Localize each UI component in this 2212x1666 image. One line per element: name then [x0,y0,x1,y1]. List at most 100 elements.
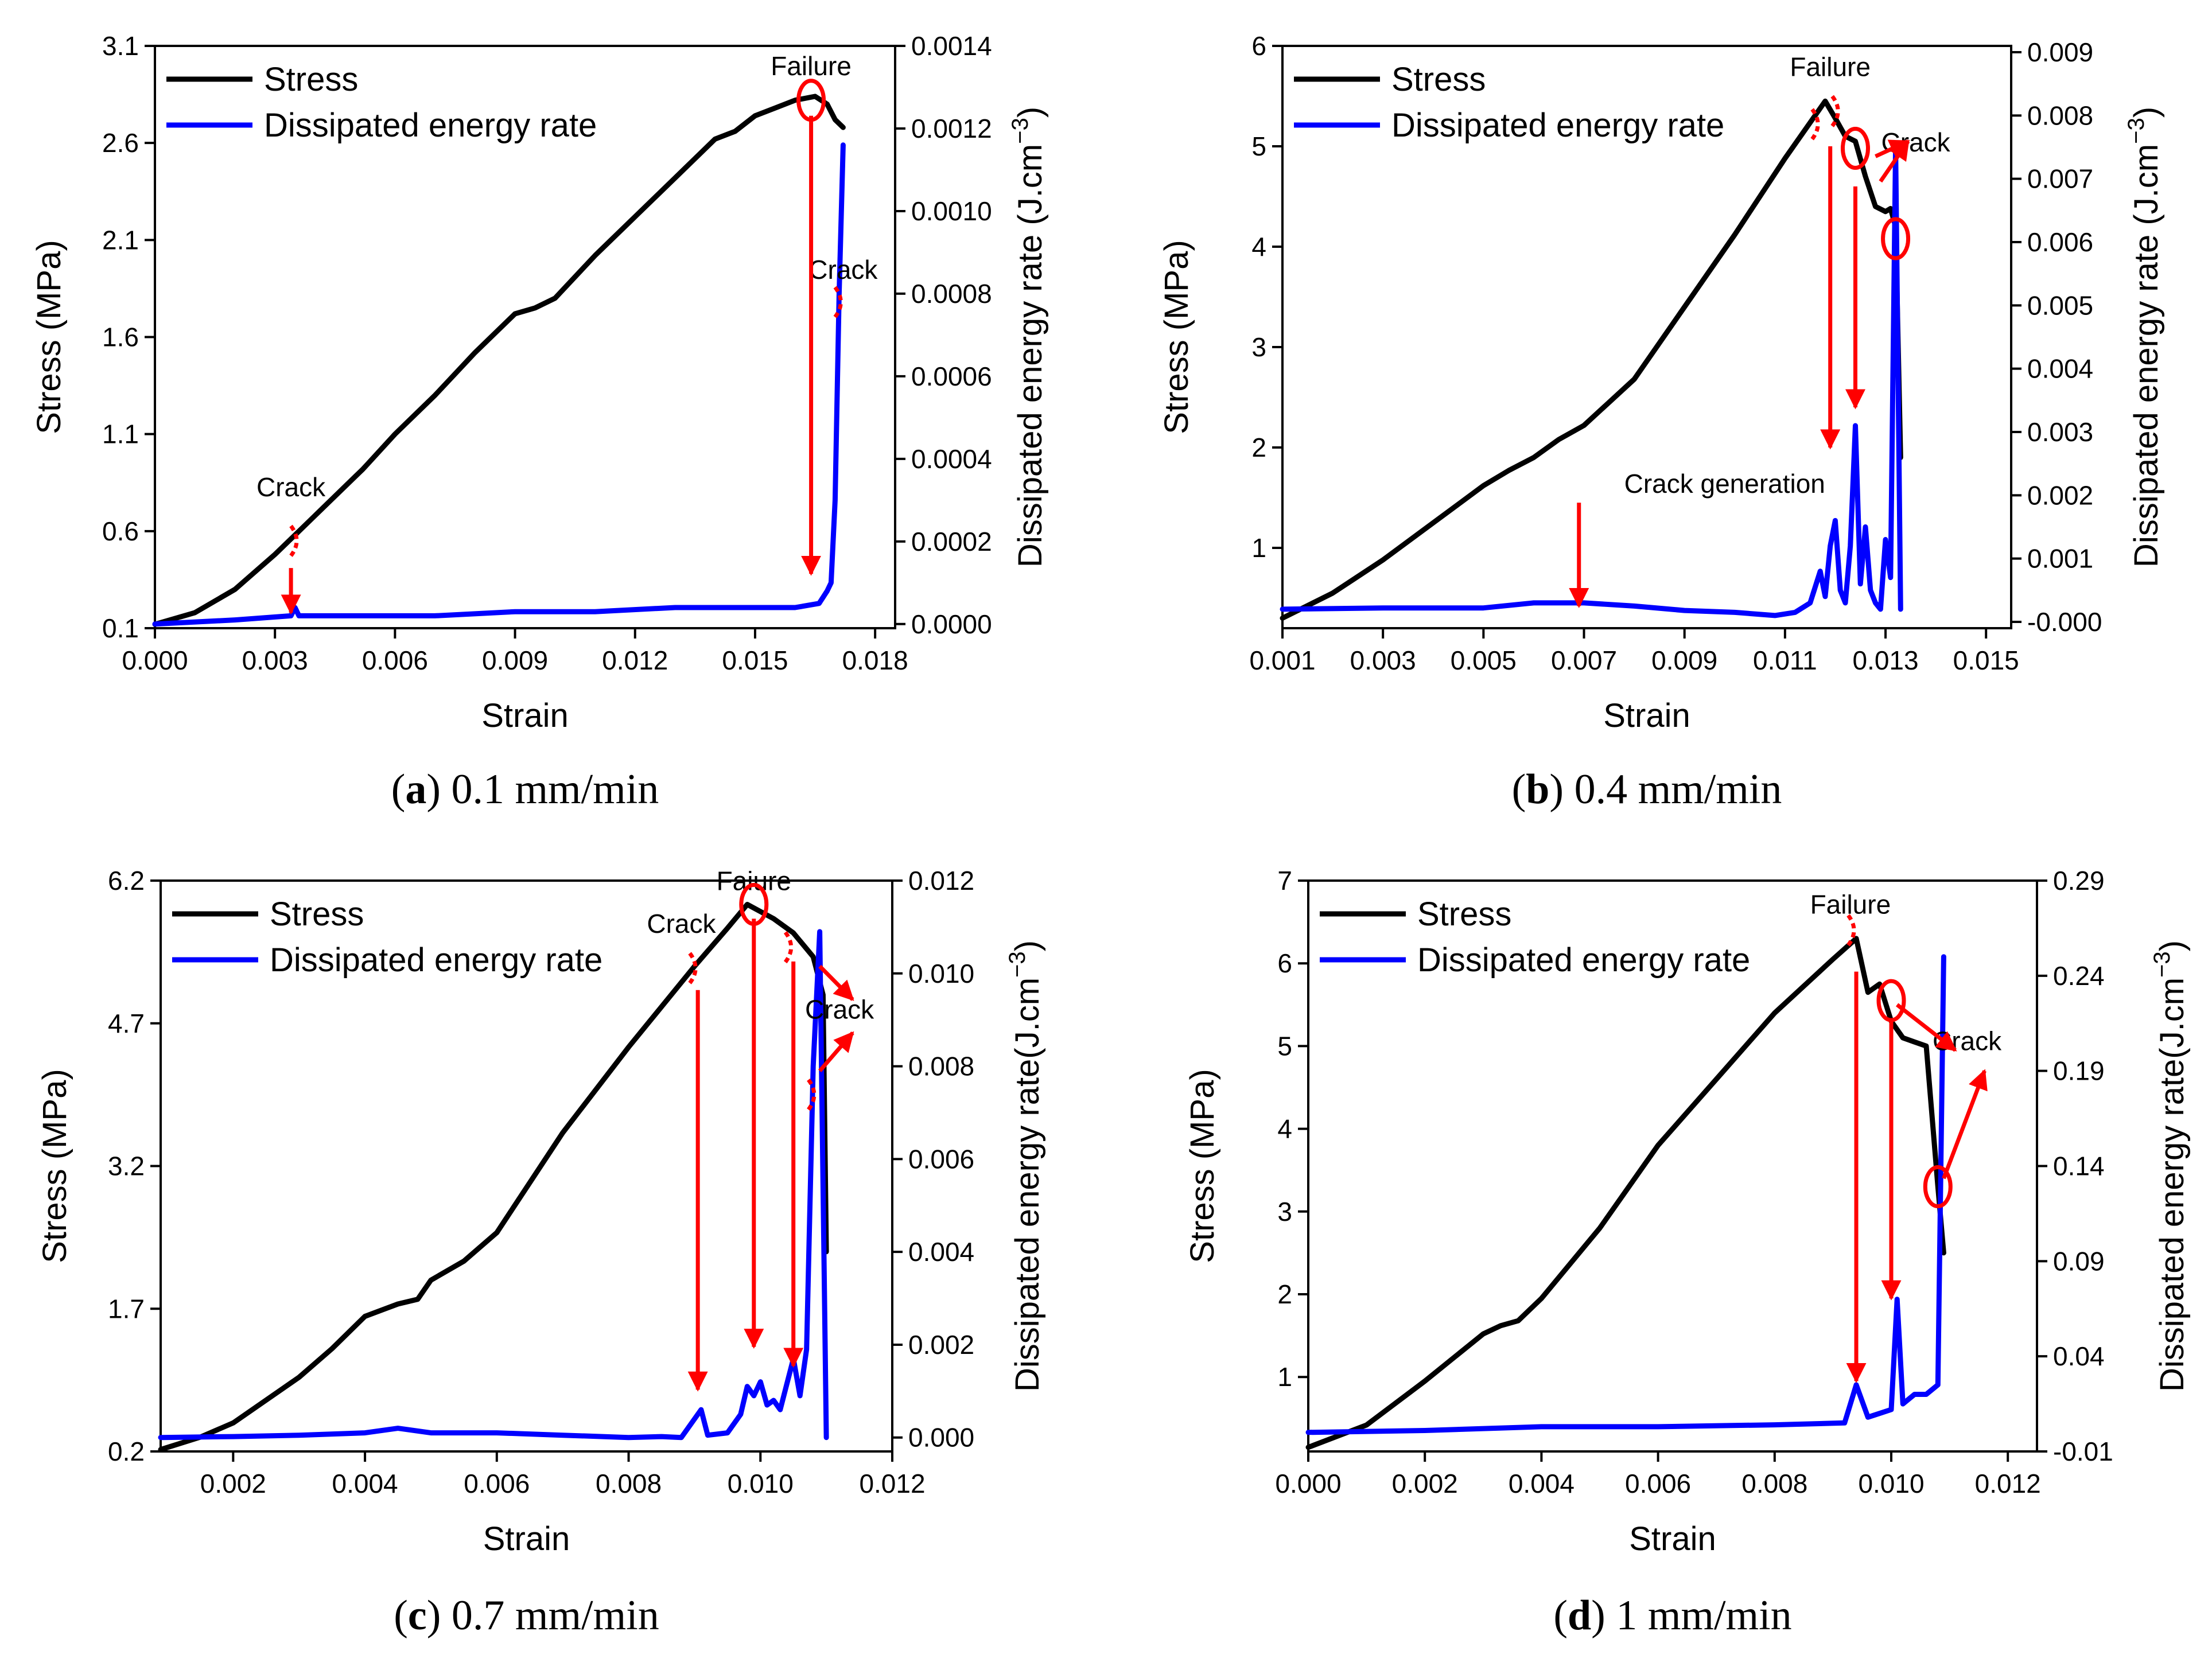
y-tick-label: 5 [1277,1031,1292,1061]
x-tick-label: 0.015 [722,645,788,675]
energy-series-line [1305,954,1946,1435]
y2-tick-label: 0.0008 [911,279,992,309]
legend-label-stress: Stress [270,896,364,933]
y2-tick-label: 0.001 [2027,544,2093,574]
x-tick-label: 0.018 [842,645,908,675]
dashed-marker [688,952,698,984]
x-tick-label: 0.007 [1551,645,1617,675]
y-tick-label: 4 [1251,232,1266,262]
stress-series-line [152,94,846,627]
x-tick-label: 0.000 [122,645,188,675]
y2-axis-title-sup: −3 [1005,951,1030,978]
stress-series-line [1280,98,1903,621]
x-tick-label: 0.012 [859,1469,925,1498]
caption-paren-open: ( [391,766,406,813]
plot-frame [1281,45,2012,629]
stress-series-line [158,902,829,1453]
y2-tick-label: 0.000 [908,1423,974,1453]
x-tick-label: 0.004 [1509,1469,1575,1498]
y2-tick-label: 0.004 [908,1237,974,1267]
caption-text: 1 mm/min [1605,1592,1792,1639]
y-tick-label: 4.7 [108,1009,145,1038]
y2-tick-label: 0.005 [2027,290,2093,320]
x-axis-title: Strain [1603,697,1690,734]
x-tick-label: 0.005 [1451,645,1517,675]
x-tick-label: 0.006 [362,645,428,675]
legend-label-energy: Dissipated energy rate [270,941,602,979]
energy-series-line [152,142,846,627]
dashed-marker [807,1078,817,1111]
x-tick-label: 0.003 [242,645,308,675]
x-tick-label: 0.010 [1858,1469,1924,1498]
y2-tick-label: 0.0012 [911,114,992,143]
y-tick-label: 2 [1251,433,1266,462]
x-tick-label: 0.015 [1953,645,2019,675]
annotation-label: Crack [805,994,874,1024]
highlight-circle [1881,217,1911,260]
y2-tick-label: 0.0010 [911,196,992,226]
y2-tick-label: 0.008 [908,1052,974,1081]
y2-tick-label: 0.0004 [911,444,992,474]
stress-series-line [1305,936,1946,1450]
y-tick-label: 5 [1251,131,1266,161]
y2-tick-label: 0.012 [908,866,974,896]
y-axis-title: Stress (MPa) [36,1069,73,1263]
y2-axis-title-text: Dissipated energy rate(J.cm [1009,978,1046,1392]
y2-tick-label: 0.008 [2027,100,2093,130]
chart-panel: 0.002 0.004 0.006 0.008 0.010 0.012 0.2 1.7 3.2 4… [36,866,1046,1639]
dashed-marker [1810,108,1820,141]
y2-tick-label: 0.04 [2053,1341,2105,1371]
dashed-marker [783,931,794,964]
y2-axis-title-end: ) [1009,940,1046,951]
y-tick-label: 6 [1251,31,1266,61]
y2-axis-title-sup: −3 [2124,118,2149,144]
dashed-marker [833,286,843,318]
annotation-label: Failure [1810,890,1891,920]
highlight-circle [1840,127,1870,170]
y-tick-label: 1.1 [102,419,139,449]
energy-series-line [158,929,829,1441]
panel-caption: (a) 0.1 mm/min [391,766,659,813]
y2-axis-title-text: Dissipated energy rate (J.cm [2128,144,2165,567]
y-tick-label: 1.7 [108,1294,145,1324]
x-tick-label: 0.008 [596,1469,662,1498]
annotation-label: Crack [256,472,326,502]
panel-caption: (c) 0.7 mm/min [394,1592,659,1639]
y-tick-label: 0.1 [102,613,139,643]
x-tick-label: 0.013 [1852,645,1918,675]
x-tick-label: 0.009 [482,645,548,675]
y2-axis-title-sup: −3 [2149,951,2175,978]
y-axis-title: Stress (MPa) [30,240,68,434]
panel-caption: (d) 1 mm/min [1553,1592,1791,1639]
y-tick-label: 1.6 [102,322,139,352]
y-tick-label: 3.1 [102,31,139,61]
y2-tick-label: 0.0006 [911,361,992,391]
caption-paren-open: ( [394,1592,408,1639]
legend-label-stress: Stress [1391,61,1486,98]
y-tick-label: 3 [1277,1197,1292,1227]
caption-paren-close: ) [426,766,441,813]
y-tick-label: 6 [1277,948,1292,978]
y2-axis-title-text: Dissipated energy rate (J.cm [1012,144,1049,567]
x-tick-label: 0.001 [1249,645,1315,675]
y2-tick-label: 0.003 [2027,417,2093,447]
y-tick-label: 0.2 [108,1437,145,1466]
y-axis-title: Stress (MPa) [1158,240,1195,434]
legend-label-energy: Dissipated energy rate [1417,941,1750,979]
x-axis-title: Strain [1629,1520,1716,1558]
annotation-label: Faiure [717,866,791,896]
legend-label-energy: Dissipated energy rate [264,107,597,144]
y2-tick-label: 0.0002 [911,527,992,556]
caption-paren-close: ) [1549,766,1564,813]
y-tick-label: 2.6 [102,128,139,158]
y2-tick-label: 0.009 [2027,37,2093,67]
caption-letter: c [408,1592,427,1639]
dashed-marker [1830,95,1840,127]
caption-paren-close: ) [1591,1592,1605,1639]
pointer-arrow [1875,139,1910,158]
annotation-label: Crack [1881,127,1951,157]
x-axis-title: Strain [483,1520,570,1558]
caption-text: 0.4 mm/min [1564,766,1782,813]
x-tick-label: 0.009 [1651,645,1717,675]
